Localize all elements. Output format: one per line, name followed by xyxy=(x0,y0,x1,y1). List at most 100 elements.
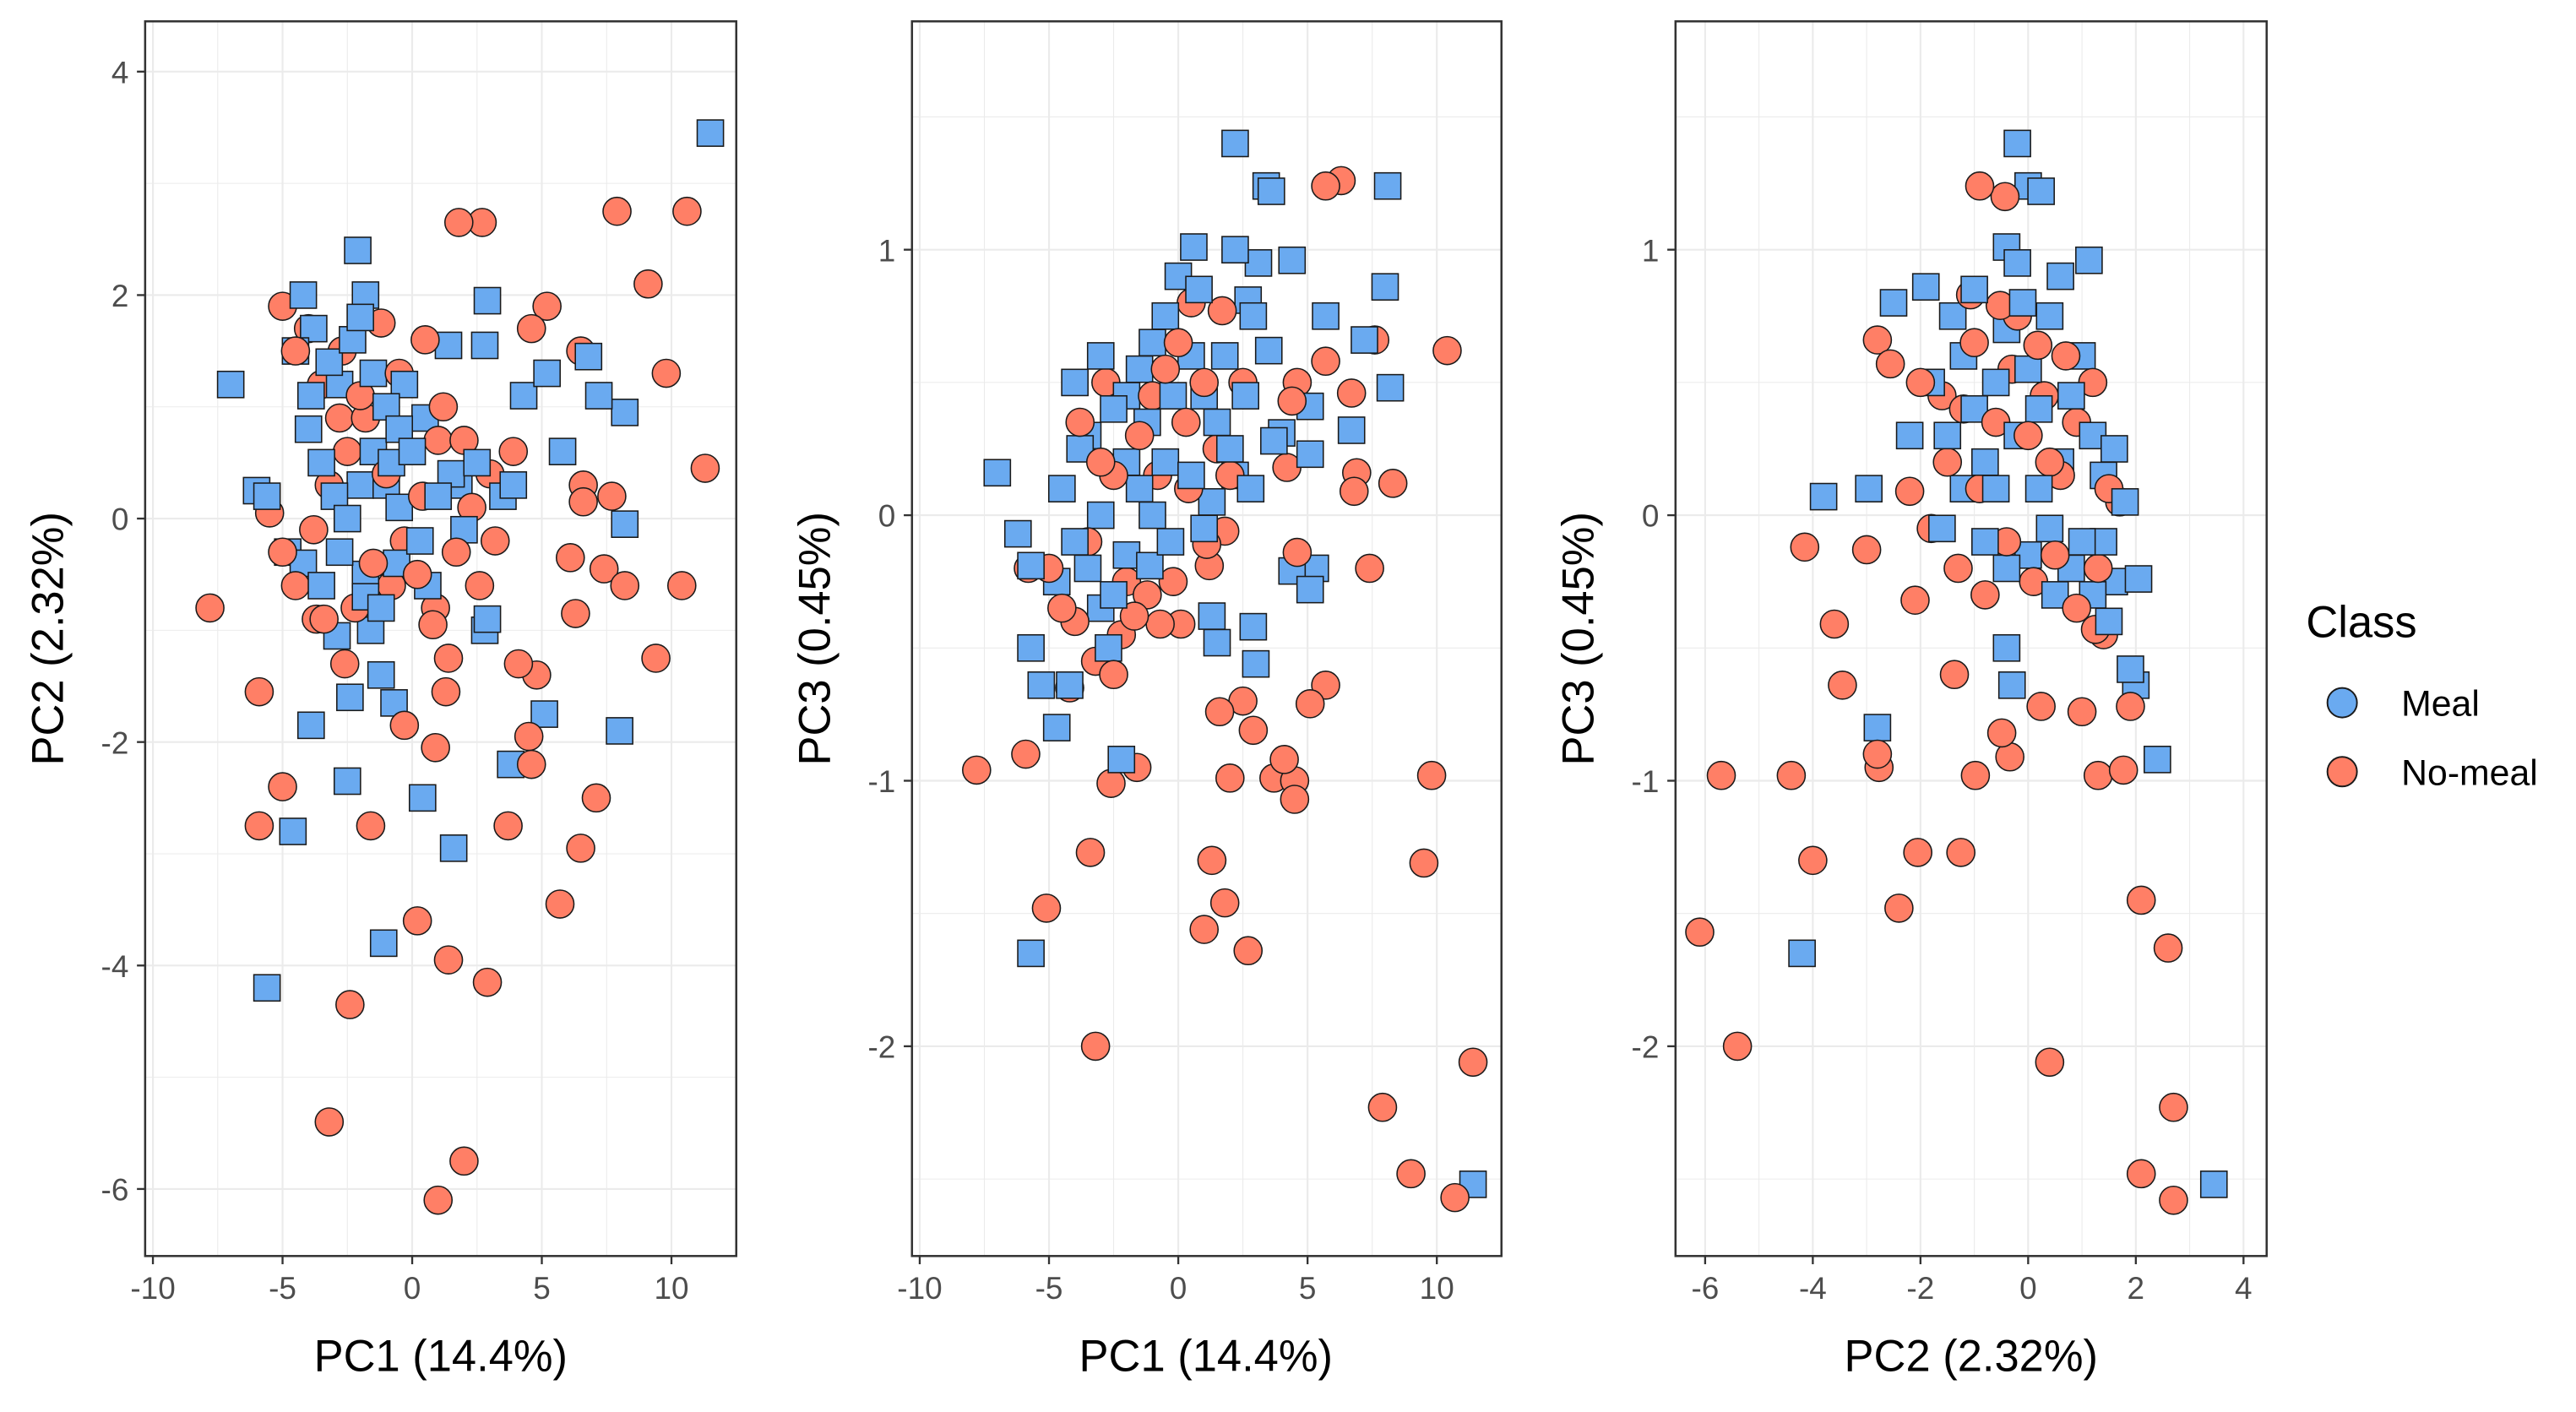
point-meal xyxy=(1236,475,1265,502)
point-meal xyxy=(450,515,478,544)
point-meal xyxy=(574,342,603,371)
point-meal xyxy=(405,527,434,555)
point-no-meal xyxy=(1277,386,1307,416)
point-no-meal xyxy=(2153,933,2183,963)
point-no-meal xyxy=(651,358,682,388)
point-meal xyxy=(1215,435,1244,463)
panel-pc1-vs-pc3: PC1 (14.4%) PC3 (0.45%) -10 -5 0 5 10-2-101 xyxy=(791,20,1503,1381)
point-no-meal xyxy=(516,749,546,779)
point-no-meal xyxy=(1959,328,1989,358)
point-no-meal xyxy=(244,676,274,707)
point-meal xyxy=(2027,177,2055,205)
point-meal xyxy=(294,415,323,443)
point-meal xyxy=(253,482,281,510)
point-no-meal xyxy=(672,196,702,226)
point-meal xyxy=(385,493,414,522)
point-no-meal xyxy=(1336,378,1367,408)
point-meal xyxy=(611,510,639,539)
point-no-meal xyxy=(356,811,386,841)
point-no-meal xyxy=(433,945,464,975)
point-meal xyxy=(1136,551,1164,580)
point-meal xyxy=(548,437,577,465)
point-meal xyxy=(1095,633,1122,662)
y-tick-label: 0 xyxy=(111,502,129,537)
point-meal xyxy=(1960,275,1988,304)
point-meal xyxy=(2075,246,2103,274)
point-no-meal xyxy=(480,526,510,556)
x-tick-label: -4 xyxy=(1799,1271,1827,1306)
point-no-meal xyxy=(1209,888,1240,918)
grid xyxy=(1675,21,2267,1257)
point-no-meal xyxy=(1124,421,1155,451)
point-meal xyxy=(533,359,561,388)
point-no-meal xyxy=(2014,421,2043,451)
legend-key-no-meal xyxy=(2326,756,2358,788)
y-tick-label: -4 xyxy=(101,949,129,984)
point-no-meal xyxy=(1932,447,1963,477)
x-tick-label: -6 xyxy=(1691,1271,1719,1306)
point-no-meal xyxy=(332,437,362,466)
point-no-meal xyxy=(602,196,632,226)
point-no-meal xyxy=(1145,609,1175,639)
point-no-meal xyxy=(389,710,420,741)
point-no-meal xyxy=(1171,407,1201,437)
point-no-meal xyxy=(402,559,432,589)
point-no-meal xyxy=(449,1146,479,1176)
y-tick-label: -1 xyxy=(867,764,895,799)
point-no-meal xyxy=(1133,580,1162,610)
point-meal xyxy=(463,448,492,477)
point-meal xyxy=(1190,514,1219,543)
point-no-meal xyxy=(1065,407,1095,437)
point-meal xyxy=(1254,336,1283,365)
x-axis-title: PC1 (14.4%) xyxy=(314,1331,568,1381)
point-meal xyxy=(434,331,463,360)
y-axis-title: PC3 (0.45%) xyxy=(791,512,840,765)
point-no-meal xyxy=(2108,755,2139,785)
point-meal xyxy=(1373,171,1402,200)
point-no-meal xyxy=(410,325,440,355)
point-meal xyxy=(1003,519,1032,548)
point-meal xyxy=(2117,655,2144,683)
legend-label-meal: Meal xyxy=(2401,684,2480,725)
point-no-meal xyxy=(358,548,389,578)
panel-border xyxy=(1674,20,2268,1257)
point-meal xyxy=(2068,528,2096,556)
x-tick-label: -10 xyxy=(130,1271,175,1306)
point-no-meal xyxy=(1409,848,1439,878)
point-no-meal xyxy=(1722,1031,1753,1062)
panel-border xyxy=(144,20,738,1257)
point-meal xyxy=(1198,602,1226,630)
point-no-meal xyxy=(690,453,720,483)
point-no-meal xyxy=(2159,1185,2188,1215)
point-meal xyxy=(1061,368,1089,397)
point-no-meal xyxy=(2126,885,2156,915)
point-no-meal xyxy=(1828,671,1857,700)
point-no-meal xyxy=(566,834,595,863)
point-no-meal xyxy=(1367,1092,1398,1122)
point-no-meal xyxy=(545,889,575,919)
point-meal xyxy=(2003,129,2031,158)
point-no-meal xyxy=(532,291,562,321)
point-meal xyxy=(1911,273,1940,301)
x-tick-label: 0 xyxy=(1170,1271,1187,1306)
y-tick-label: -6 xyxy=(101,1173,129,1208)
x-tick-label: -2 xyxy=(1906,1271,1934,1306)
point-no-meal xyxy=(1986,718,2017,748)
point-no-meal xyxy=(1215,763,1245,793)
point-no-meal xyxy=(1970,580,2000,610)
point-meal xyxy=(296,711,325,740)
point-no-meal xyxy=(1075,838,1106,867)
point-meal xyxy=(2024,394,2053,423)
y-tick-label: -2 xyxy=(1632,1030,1660,1065)
point-no-meal xyxy=(1119,601,1149,631)
point-no-meal xyxy=(1965,171,1995,201)
point-no-meal xyxy=(402,906,432,936)
point-meal xyxy=(367,660,395,689)
point-meal xyxy=(1895,421,1924,450)
point-no-meal xyxy=(2035,1047,2065,1078)
point-meal xyxy=(2095,607,2123,636)
x-tick-label: -5 xyxy=(269,1271,296,1306)
point-meal xyxy=(1139,329,1166,357)
point-meal xyxy=(398,437,427,465)
y-tick-label: -2 xyxy=(867,1030,895,1065)
